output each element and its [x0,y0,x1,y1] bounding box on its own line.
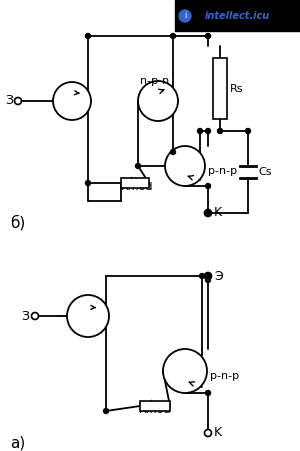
Bar [121,178,149,188]
Bar [213,58,227,119]
Circle shape [136,164,140,169]
Text: K: K [214,207,222,220]
Circle shape [206,33,211,38]
Circle shape [206,391,211,396]
Bar [140,401,170,411]
Circle shape [200,273,205,279]
Text: Rmod: Rmod [139,405,171,415]
Circle shape [206,273,211,279]
Text: K: K [214,427,222,440]
Text: З: З [5,95,13,107]
Circle shape [206,184,211,189]
Circle shape [205,429,212,437]
Circle shape [85,180,91,185]
Text: Cs: Cs [258,167,272,177]
Circle shape [138,81,178,121]
Text: Rs: Rs [230,84,244,94]
Circle shape [205,210,212,216]
Text: i: i [184,11,186,20]
Text: а): а) [10,435,25,450]
Circle shape [103,409,109,414]
Circle shape [245,129,250,133]
Circle shape [32,313,38,319]
Circle shape [206,129,211,133]
Circle shape [170,149,175,155]
Text: p-n-p: p-n-p [210,371,239,381]
Text: Э: Э [214,270,223,282]
Text: intellect.icu: intellect.icu [204,11,270,21]
Circle shape [218,129,223,133]
Circle shape [163,349,207,393]
Circle shape [206,211,211,216]
Circle shape [165,146,205,186]
Circle shape [170,33,175,38]
Circle shape [53,82,91,120]
Text: б): б) [10,215,25,230]
Text: p-n-p: p-n-p [208,166,237,176]
Text: n-p-n: n-p-n [140,76,169,86]
Bar [175,0,300,31]
Circle shape [197,129,202,133]
Circle shape [85,33,91,38]
Circle shape [206,277,211,282]
Circle shape [205,272,212,280]
Text: Rmod: Rmod [121,182,153,192]
Circle shape [14,97,22,105]
Circle shape [67,295,109,337]
Circle shape [179,10,191,22]
Text: З: З [21,309,29,322]
